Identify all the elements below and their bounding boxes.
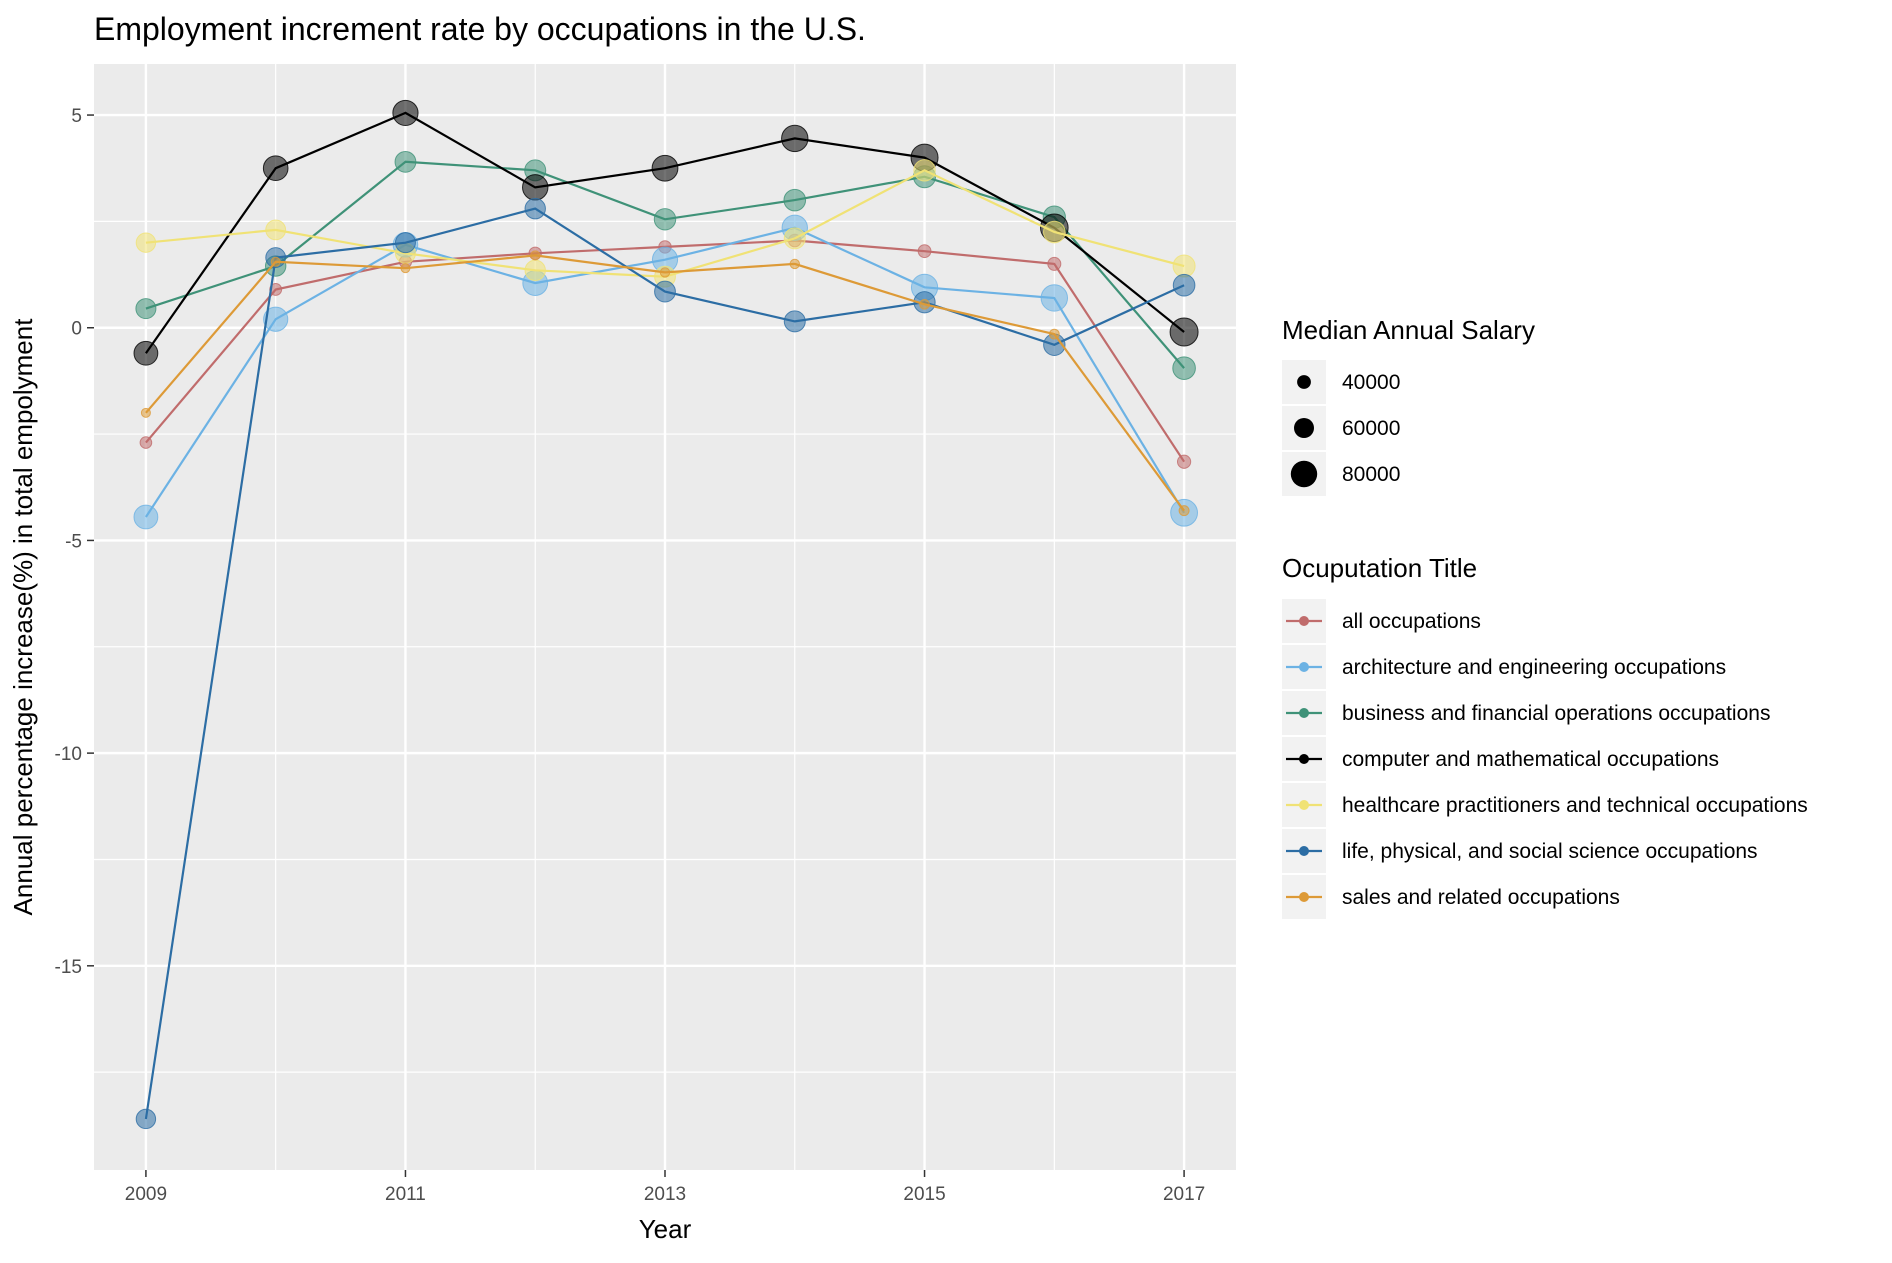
- chart-title: Employment increment rate by occupations…: [94, 11, 866, 47]
- y-axis: 5 0 -5 -10 -15: [55, 106, 94, 978]
- size-legend-symbol: [1290, 460, 1318, 488]
- y-tick-label: -10: [55, 744, 82, 765]
- data-point: [269, 283, 283, 296]
- x-tick-label: 2009: [125, 1184, 167, 1205]
- data-point: [783, 227, 806, 250]
- data-point: [392, 99, 419, 127]
- y-tick-label: 5: [71, 106, 82, 127]
- data-point: [135, 298, 157, 320]
- data-point: [263, 306, 289, 332]
- data-point: [1178, 505, 1190, 517]
- data-point: [133, 504, 159, 530]
- data-point: [1040, 284, 1069, 312]
- data-point: [659, 267, 671, 278]
- y-axis-title: Annual percentage increase(%) in total e…: [8, 318, 38, 916]
- data-point: [262, 155, 289, 182]
- size-legend: Median Annual Salary 40000 60000 80000: [1282, 315, 1535, 496]
- data-point: [524, 259, 546, 282]
- color-legend: Ocuputation Title all occupations archite…: [1282, 553, 1808, 919]
- y-tick-label: -15: [55, 957, 82, 978]
- color-legend-dot: [1299, 662, 1309, 672]
- data-point: [524, 197, 546, 220]
- data-point: [1172, 356, 1196, 380]
- data-point: [651, 154, 679, 182]
- color-legend-title: Ocuputation Title: [1282, 553, 1477, 583]
- data-point: [654, 280, 676, 303]
- color-legend-dot: [1299, 846, 1309, 856]
- color-legend-dot: [1299, 616, 1309, 626]
- data-point: [789, 258, 800, 270]
- size-legend-symbol: [1294, 418, 1314, 438]
- data-point: [781, 124, 809, 153]
- data-point: [135, 232, 157, 253]
- data-point: [1176, 454, 1192, 469]
- data-point: [522, 174, 549, 201]
- color-legend-label: life, physical, and social science occup…: [1342, 840, 1758, 863]
- data-point: [1172, 273, 1196, 297]
- series-7: [140, 250, 1190, 517]
- data-point: [530, 250, 541, 261]
- color-legend-dot: [1299, 708, 1309, 718]
- data-point: [783, 310, 806, 333]
- size-legend-label: 60000: [1342, 417, 1400, 440]
- y-tick-label: -5: [65, 531, 82, 552]
- color-legend-dot: [1299, 754, 1309, 764]
- data-point: [917, 244, 932, 259]
- x-tick-label: 2011: [385, 1184, 426, 1205]
- color-legend-label: business and financial operations occupa…: [1342, 702, 1770, 725]
- color-legend-label: healthcare practitioners and technical o…: [1342, 794, 1808, 817]
- data-point: [1172, 254, 1196, 278]
- series-6: [135, 197, 1196, 1130]
- color-legend-dot: [1299, 800, 1309, 810]
- x-tick-label: 2017: [1163, 1184, 1205, 1205]
- color-legend-label: computer and mathematical occupations: [1342, 748, 1719, 771]
- data-point: [919, 299, 930, 310]
- color-legend-label: architecture and engineering occupations: [1342, 656, 1726, 679]
- size-legend-symbol: [1297, 375, 1311, 389]
- data-point: [140, 407, 151, 418]
- series-layer: [133, 99, 1199, 1130]
- size-legend-title: Median Annual Salary: [1282, 315, 1535, 345]
- data-point: [394, 232, 416, 254]
- data-point: [135, 1108, 157, 1130]
- data-point: [133, 340, 159, 366]
- data-point: [400, 263, 411, 274]
- data-point: [1048, 328, 1060, 340]
- y-tick-label: 0: [71, 319, 82, 340]
- data-point: [913, 159, 936, 182]
- color-legend-dot: [1299, 892, 1309, 902]
- x-tick-label: 2015: [903, 1184, 945, 1205]
- data-point: [139, 436, 153, 449]
- data-point: [653, 208, 677, 231]
- x-tick-label: 2013: [644, 1184, 686, 1205]
- color-legend-label: sales and related occupations: [1342, 886, 1620, 909]
- data-point: [265, 219, 287, 241]
- data-point: [1169, 317, 1199, 347]
- size-legend-label: 40000: [1342, 371, 1400, 394]
- data-point: [1043, 220, 1066, 244]
- data-point: [783, 188, 807, 212]
- x-axis-title: Year: [639, 1214, 692, 1244]
- data-point: [270, 256, 281, 267]
- data-point: [1047, 256, 1062, 271]
- x-axis: 2009 2011 2013 2015 2017: [125, 1170, 1205, 1205]
- grid-layer: [94, 64, 1236, 1170]
- color-legend-label: all occupations: [1342, 610, 1481, 633]
- data-point: [394, 150, 417, 173]
- size-legend-label: 80000: [1342, 463, 1400, 486]
